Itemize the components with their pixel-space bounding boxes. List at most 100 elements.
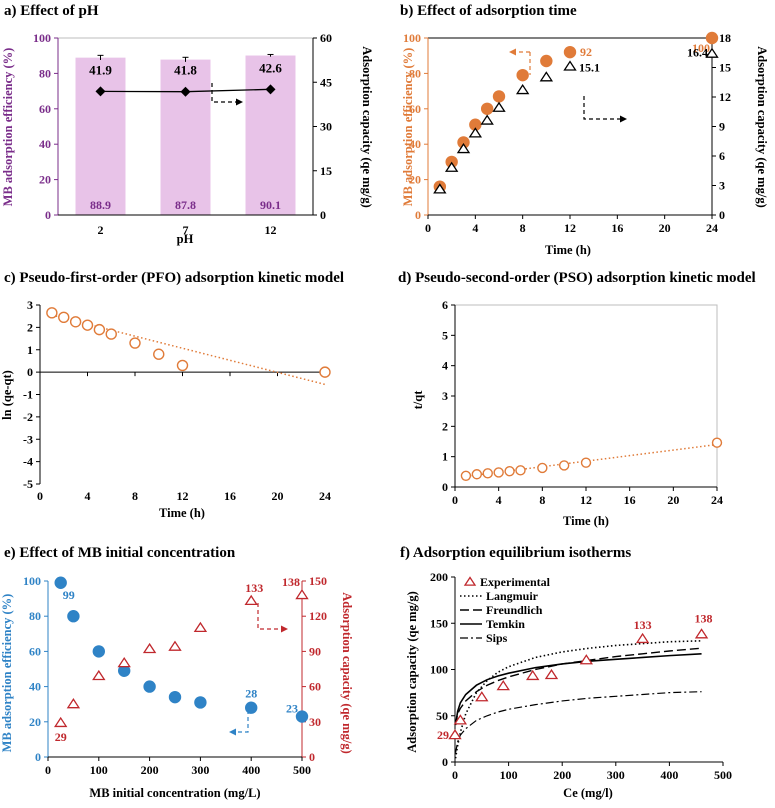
- efficiency-marker: [244, 701, 258, 714]
- panel-a-right-y-tick-label: 60: [320, 31, 332, 45]
- panel-c-x-tick-label: 24: [319, 489, 331, 503]
- data-marker: [460, 470, 472, 481]
- data-marker: [493, 467, 504, 478]
- panel-e-ylabel-right: Adsorption capacity (qe mg/g): [340, 592, 354, 753]
- data-marker: [711, 437, 723, 448]
- panel-a-xlabel: pH: [177, 232, 194, 246]
- data-marker: [471, 469, 483, 480]
- panel-d-y-tick-label: 4: [442, 359, 448, 373]
- panel-b-x-tick-label: 20: [659, 221, 671, 235]
- capacity-marker: [539, 71, 554, 82]
- panel-d-y-tick-label: 3: [442, 389, 448, 403]
- experimental-marker: [526, 669, 540, 681]
- freundlich-curve: [454, 647, 702, 726]
- panel-f-y-tick-label: 0: [442, 755, 448, 769]
- diamond-marker: [180, 86, 191, 97]
- langmuir-curve: [454, 640, 702, 759]
- capacity-marker: [468, 127, 483, 138]
- capacity-marker: [117, 656, 131, 668]
- efficiency-marker: [168, 690, 182, 704]
- panel-b-xlabel: Time (h): [545, 243, 591, 257]
- panel-c-xlabel: Time (h): [159, 506, 205, 520]
- efficiency-marker: [516, 68, 529, 82]
- panel-b-left-y-tick-label: 20: [409, 173, 421, 187]
- bar-data-label: 87.8: [175, 198, 196, 212]
- panel-a-x-tick-label: 12: [265, 223, 277, 237]
- capacity-data-label: 16.4: [687, 46, 708, 60]
- bar-data-label: 88.9: [90, 198, 111, 212]
- experimental-marker: [496, 680, 510, 691]
- panel-b-x-tick-label: 24: [706, 221, 718, 235]
- bar: [75, 57, 126, 215]
- capacity-marker: [66, 698, 81, 709]
- panel-e-left-arrow: [232, 710, 249, 733]
- experimental-marker: [448, 729, 462, 740]
- panel-f-x-tick-label: 500: [714, 768, 732, 782]
- data-marker: [580, 457, 592, 468]
- panel-a: a) Effect of pH 88.9 87.8 90.1 41.9 41.8 42.…: [1, 3, 374, 246]
- panel-e-left-y-tick-label: 60: [29, 644, 41, 658]
- panel-c-ylabel: ln (qe-qt): [0, 370, 14, 420]
- data-marker: [129, 337, 141, 349]
- panel-f-x-tick-label: 100: [500, 768, 518, 782]
- panel-d-y-tick-label: 5: [442, 328, 448, 342]
- panel-e-title: e) Effect of MB initial concentration: [4, 545, 236, 561]
- panel-f-x-tick-label: 200: [553, 768, 571, 782]
- panel-d-title: d) Pseudo-second-order (PSO) adsorption …: [398, 270, 756, 286]
- panel-b-left-arrowhead: [509, 48, 516, 56]
- capacity-marker: [168, 640, 182, 651]
- panel-a-left-y-tick-label: 40: [39, 137, 51, 151]
- panel-b-right-arrow: [583, 96, 624, 120]
- legend-label: Sips: [486, 631, 508, 645]
- legend-label: Experimental: [480, 575, 551, 589]
- panel-b-x-tick-label: 12: [564, 221, 576, 235]
- efficiency-data-label: 100: [692, 41, 710, 55]
- panel-e: e) Effect of MB initial concentration 02…: [0, 545, 354, 800]
- panel-f-y-tick-label: 150: [430, 616, 448, 630]
- panel-d-x-tick-label: 24: [711, 493, 723, 507]
- panel-c-y-tick-label: -2: [23, 410, 33, 424]
- panel-f-x-tick-label: 400: [660, 768, 678, 782]
- panel-e-axes: 0 20 40 60 80 100 0 30 60 90 120 150 0 100 200 300 400 50…: [23, 574, 327, 777]
- panel-a-right-y-tick-label: 0: [320, 208, 326, 222]
- efficiency-data-label: 23: [286, 702, 298, 716]
- panel-f-y-tick-label: 200: [430, 570, 448, 584]
- capacity-data-label: 138: [282, 575, 300, 589]
- panel-e-xlabel: MB initial concentration (mg/L): [89, 786, 260, 800]
- panel-e-ylabel-left: MB adsorption efficiency (%): [0, 594, 14, 753]
- capacity-marker: [193, 621, 208, 633]
- panel-c-x-tick-label: 16: [224, 489, 236, 503]
- capacity-marker: [142, 642, 157, 654]
- panel-a-right-y-tick-label: 15: [320, 164, 332, 178]
- diamond-marker: [95, 86, 106, 97]
- panel-b-left-y-tick-label: 80: [409, 66, 421, 80]
- panel-c-x-tick-label: 4: [85, 489, 91, 503]
- data-marker: [176, 359, 189, 372]
- temkin-curve: [454, 652, 702, 726]
- panel-b-axes: 0 20 40 60 80 100 0 3 6 9 12 15 18 0 4 8 12 16 20 24: [403, 31, 731, 235]
- experimental-marker: [475, 691, 489, 702]
- panel-e-x-tick-label: 400: [242, 763, 260, 777]
- capacity-marker: [92, 669, 106, 681]
- panel-d-x-tick-label: 0: [452, 493, 458, 507]
- capacity-data-label: 41.8: [174, 63, 197, 78]
- panel-e-left-y-tick-label: 100: [23, 574, 41, 588]
- panel-b-left-y-tick-label: 100: [403, 31, 421, 45]
- panel-f-x-tick-label: 300: [607, 768, 625, 782]
- panel-d-x-tick-label: 8: [539, 493, 545, 507]
- panel-b-marks: 92 100 15.1 16.4: [433, 31, 719, 194]
- panel-e-marks: 99 28 23 29 133 138: [53, 575, 309, 744]
- efficiency-marker: [705, 31, 719, 45]
- panel-e-left-y-tick-label: 40: [29, 680, 41, 694]
- panel-f-axes: 0 50 100 150 200 0 100 200 300 400 500: [430, 570, 732, 782]
- panel-a-left-y-tick-label: 80: [39, 66, 51, 80]
- panel-b-x-tick-label: 4: [472, 221, 478, 235]
- panel-a-right-y-tick-label: 45: [320, 75, 332, 89]
- panel-c-title: c) Pseudo-first-order (PFO) adsorption k…: [4, 270, 344, 286]
- capacity-marker: [53, 716, 68, 728]
- panel-a-ylabel-left: MB adsorption efficiency (%): [1, 48, 15, 207]
- data-marker: [93, 323, 106, 336]
- panel-c-y-tick-label: -5: [23, 477, 33, 491]
- panel-a-ylabel-right: Adsorption capacity (qe mg/g): [360, 46, 374, 207]
